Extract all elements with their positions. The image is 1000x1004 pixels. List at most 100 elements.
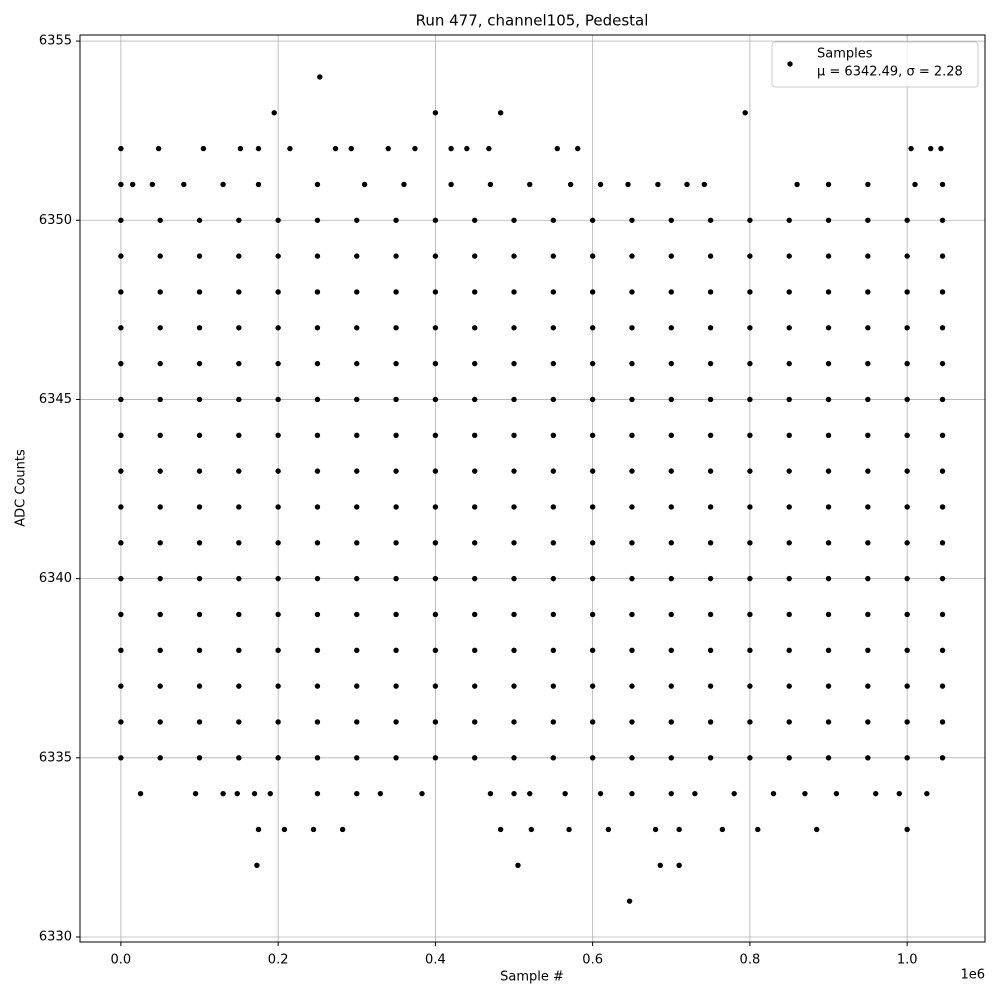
point	[707, 396, 714, 403]
point	[314, 432, 321, 438]
point	[271, 110, 277, 116]
point	[550, 683, 557, 689]
point	[236, 432, 242, 438]
point	[314, 755, 321, 761]
point	[314, 575, 321, 582]
point	[786, 468, 792, 474]
point	[314, 468, 321, 474]
point	[220, 790, 226, 797]
point	[448, 181, 454, 188]
point	[393, 253, 399, 259]
point	[939, 575, 946, 582]
point	[668, 540, 674, 546]
point	[589, 253, 596, 259]
point	[904, 683, 910, 689]
point	[668, 683, 674, 689]
point	[786, 360, 792, 367]
point	[550, 396, 557, 403]
point	[629, 755, 635, 761]
point	[939, 181, 946, 188]
point	[254, 862, 260, 869]
point	[157, 360, 163, 367]
y-tick-label: 6355	[39, 34, 72, 49]
point	[511, 289, 517, 295]
point	[589, 396, 596, 403]
point	[354, 253, 360, 259]
point	[196, 719, 203, 725]
point	[904, 755, 910, 761]
point	[904, 289, 910, 295]
point	[865, 432, 871, 438]
point	[236, 504, 242, 510]
point	[511, 755, 517, 761]
point	[275, 647, 281, 653]
x-tick-label: 0.4	[425, 953, 446, 968]
point	[314, 504, 321, 510]
point	[432, 719, 439, 725]
point	[472, 468, 478, 474]
point	[118, 181, 124, 188]
point	[432, 289, 439, 295]
point	[629, 575, 635, 582]
point	[589, 647, 596, 653]
point	[668, 504, 674, 510]
point	[589, 468, 596, 474]
point	[589, 575, 596, 582]
point	[236, 647, 242, 653]
point	[354, 504, 360, 510]
point	[597, 790, 604, 797]
point	[275, 683, 281, 689]
point	[118, 253, 124, 259]
point	[904, 504, 910, 510]
point	[236, 360, 242, 367]
point	[865, 575, 871, 582]
chart-title: Run 477, channel105, Pedestal	[416, 12, 649, 30]
point	[747, 611, 753, 618]
point	[865, 647, 871, 653]
point	[354, 540, 360, 546]
point	[196, 325, 203, 331]
point	[196, 755, 203, 761]
point	[393, 611, 399, 618]
point	[747, 755, 753, 761]
point	[220, 181, 226, 188]
point	[629, 468, 635, 474]
point	[668, 719, 674, 725]
point	[747, 325, 753, 331]
point	[629, 504, 635, 510]
point	[707, 325, 714, 331]
point	[707, 575, 714, 582]
point	[196, 217, 203, 223]
point	[707, 468, 714, 474]
point	[275, 468, 281, 474]
x-axis-label: Sample #	[500, 970, 564, 985]
point	[814, 826, 820, 833]
point	[896, 790, 902, 797]
point	[825, 468, 832, 474]
point	[196, 360, 203, 367]
point	[939, 396, 946, 403]
point	[236, 253, 242, 259]
point	[275, 325, 281, 331]
point	[655, 181, 661, 188]
point	[924, 790, 930, 797]
point	[939, 540, 946, 546]
point	[939, 360, 946, 367]
point	[432, 217, 439, 223]
point	[908, 145, 914, 152]
point	[589, 719, 596, 725]
point	[432, 468, 439, 474]
legend-marker	[787, 61, 793, 67]
point	[629, 253, 635, 259]
point	[904, 432, 910, 438]
point	[432, 540, 439, 546]
point	[668, 575, 674, 582]
point	[236, 719, 242, 725]
point	[118, 145, 124, 152]
point	[275, 360, 281, 367]
point	[747, 360, 753, 367]
point	[354, 289, 360, 295]
point	[928, 145, 934, 152]
point	[589, 217, 596, 223]
point	[626, 898, 633, 904]
